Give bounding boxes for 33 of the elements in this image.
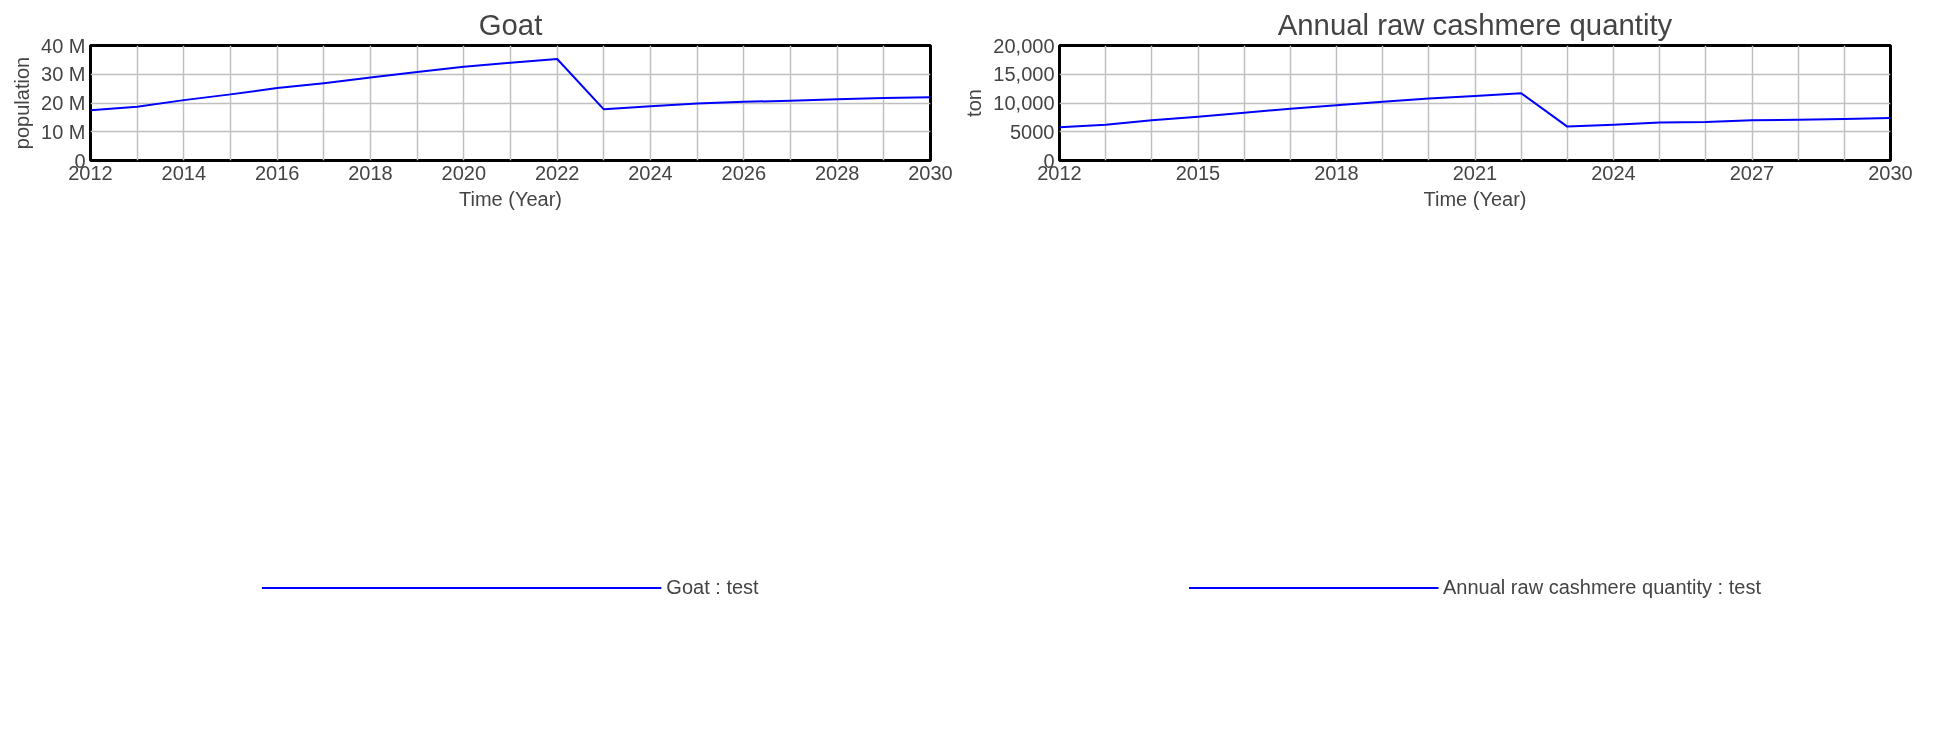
y-axis-title: population	[11, 56, 34, 150]
x-tick-label: 2015	[1175, 161, 1221, 184]
y-tick-label: 10 M	[41, 120, 86, 143]
y-axis-title: ton	[963, 89, 986, 117]
chart-title: Annual raw cashmere quantity	[1277, 7, 1673, 41]
line-series	[1059, 92, 1891, 129]
x-tick-label: 2018	[1314, 161, 1359, 184]
x-tick-label: 2022	[534, 161, 580, 184]
x-tick-label: 2021	[1452, 161, 1498, 184]
line-series	[90, 58, 931, 112]
x-tick-label: 2020	[441, 161, 487, 184]
y-tick-label: 20 M	[41, 92, 86, 114]
x-tick-label: 2028	[814, 161, 860, 184]
x-tick-label: 2014	[161, 161, 207, 184]
y-tick-label: 30 M	[41, 63, 86, 86]
x-tick-label: 2030	[1868, 161, 1913, 184]
text: Goat : test	[666, 575, 759, 599]
y-tick-label: 20,000	[993, 34, 1055, 57]
x-tick-label: 2024	[628, 161, 673, 184]
x-tick-label: 2026	[721, 161, 767, 184]
x-tick-label: 2016	[254, 161, 300, 184]
x-axis-title: Time (Year)	[1423, 187, 1527, 210]
x-tick-label: 2024	[1591, 161, 1636, 184]
chart-title: Goat	[478, 7, 543, 41]
x-tick-label: 2027	[1729, 161, 1775, 184]
y-tick-label: 40 M	[41, 34, 86, 57]
x-tick-label: 2030	[908, 161, 953, 184]
text: Annual raw cashmere quantity : test	[1443, 575, 1761, 599]
x-axis-title: Time (Year)	[459, 187, 563, 210]
x-tick-label: 2018	[348, 161, 393, 184]
y-tick-label: 15,000	[993, 63, 1055, 86]
y-tick-label: 10,000	[993, 92, 1055, 114]
y-tick-label: 5000	[1010, 120, 1055, 143]
